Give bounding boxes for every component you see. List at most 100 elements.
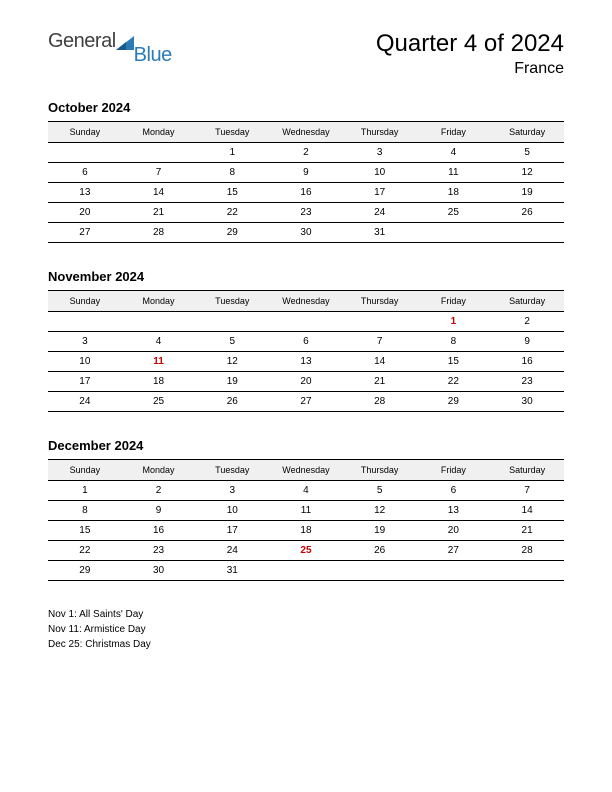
- calendar-cell: 29: [417, 392, 491, 412]
- calendar-cell: 15: [417, 352, 491, 372]
- day-header: Monday: [122, 122, 196, 143]
- calendar-cell: 2: [490, 312, 564, 332]
- logo: General Blue: [48, 30, 176, 53]
- day-header: Tuesday: [195, 460, 269, 481]
- calendar-cell: 24: [195, 541, 269, 561]
- day-header: Wednesday: [269, 460, 343, 481]
- day-header: Friday: [417, 291, 491, 312]
- month-block: December 2024SundayMondayTuesdayWednesda…: [48, 438, 564, 581]
- calendar-cell: 27: [269, 392, 343, 412]
- day-header: Tuesday: [195, 122, 269, 143]
- day-header: Monday: [122, 291, 196, 312]
- calendar-cell: 16: [490, 352, 564, 372]
- calendar-row: 12345: [48, 143, 564, 163]
- calendar-table: SundayMondayTuesdayWednesdayThursdayFrid…: [48, 459, 564, 581]
- calendar-cell: 27: [417, 541, 491, 561]
- calendar-cell: [122, 143, 196, 163]
- calendar-cell: 7: [490, 481, 564, 501]
- calendar-cell: 19: [343, 521, 417, 541]
- calendar-cell: 28: [122, 223, 196, 243]
- holiday-entry: Nov 11: Armistice Day: [48, 622, 564, 637]
- calendar-cell: 30: [122, 561, 196, 581]
- calendar-cell: 21: [490, 521, 564, 541]
- calendar-row: 15161718192021: [48, 521, 564, 541]
- calendar-row: 1234567: [48, 481, 564, 501]
- calendar-row: 12: [48, 312, 564, 332]
- calendar-cell: 19: [195, 372, 269, 392]
- calendar-cell: 5: [195, 332, 269, 352]
- calendar-cell: 2: [122, 481, 196, 501]
- calendar-row: 3456789: [48, 332, 564, 352]
- day-header: Thursday: [343, 291, 417, 312]
- calendar-row: 293031: [48, 561, 564, 581]
- calendar-cell: [343, 561, 417, 581]
- calendar-cell: 15: [48, 521, 122, 541]
- calendar-cell: [417, 223, 491, 243]
- calendar-cell: 23: [269, 203, 343, 223]
- calendar-cell: 8: [195, 163, 269, 183]
- calendar-cell: 29: [195, 223, 269, 243]
- calendar-cell: 1: [48, 481, 122, 501]
- calendar-cell: 31: [343, 223, 417, 243]
- calendar-cell: 18: [417, 183, 491, 203]
- calendar-cell: [490, 561, 564, 581]
- calendar-cell: 29: [48, 561, 122, 581]
- calendar-cell: 18: [269, 521, 343, 541]
- calendar-row: 6789101112: [48, 163, 564, 183]
- calendar-cell: 25: [269, 541, 343, 561]
- calendar-cell: 22: [48, 541, 122, 561]
- calendar-cell: 4: [417, 143, 491, 163]
- day-header: Wednesday: [269, 291, 343, 312]
- calendar-cell: [490, 223, 564, 243]
- calendar-cell: 25: [122, 392, 196, 412]
- calendar-cell: 20: [417, 521, 491, 541]
- calendar-cell: 10: [343, 163, 417, 183]
- calendar-cell: 11: [269, 501, 343, 521]
- calendar-cell: 9: [269, 163, 343, 183]
- day-header: Saturday: [490, 291, 564, 312]
- months-container: October 2024SundayMondayTuesdayWednesday…: [48, 100, 564, 581]
- calendar-cell: 22: [417, 372, 491, 392]
- calendar-cell: [195, 312, 269, 332]
- calendar-cell: 17: [195, 521, 269, 541]
- calendar-cell: 14: [122, 183, 196, 203]
- day-header: Sunday: [48, 460, 122, 481]
- calendar-cell: 26: [195, 392, 269, 412]
- logo-text-general: General: [48, 30, 116, 53]
- calendar-row: 20212223242526: [48, 203, 564, 223]
- day-header: Saturday: [490, 122, 564, 143]
- calendar-cell: 7: [122, 163, 196, 183]
- calendar-cell: 21: [122, 203, 196, 223]
- holiday-list: Nov 1: All Saints' DayNov 11: Armistice …: [48, 607, 564, 652]
- calendar-cell: 21: [343, 372, 417, 392]
- calendar-cell: 17: [343, 183, 417, 203]
- calendar-cell: 8: [417, 332, 491, 352]
- calendar-cell: 26: [343, 541, 417, 561]
- calendar-cell: [48, 312, 122, 332]
- day-header: Friday: [417, 122, 491, 143]
- title-block: Quarter 4 of 2024 France: [376, 30, 564, 78]
- calendar-cell: 28: [343, 392, 417, 412]
- calendar-cell: 10: [195, 501, 269, 521]
- calendar-cell: 8: [48, 501, 122, 521]
- calendar-cell: 23: [122, 541, 196, 561]
- calendar-cell: 27: [48, 223, 122, 243]
- calendar-row: 10111213141516: [48, 352, 564, 372]
- calendar-cell: 5: [343, 481, 417, 501]
- calendar-row: 13141516171819: [48, 183, 564, 203]
- day-header: Sunday: [48, 291, 122, 312]
- calendar-cell: [122, 312, 196, 332]
- calendar-cell: 12: [195, 352, 269, 372]
- calendar-cell: 6: [417, 481, 491, 501]
- month-title: November 2024: [48, 269, 564, 284]
- calendar-cell: 1: [417, 312, 491, 332]
- calendar-cell: 5: [490, 143, 564, 163]
- calendar-row: 2728293031: [48, 223, 564, 243]
- day-header: Thursday: [343, 460, 417, 481]
- calendar-cell: [269, 312, 343, 332]
- calendar-cell: 13: [417, 501, 491, 521]
- calendar-cell: [48, 143, 122, 163]
- calendar-cell: 22: [195, 203, 269, 223]
- calendar-cell: 11: [122, 352, 196, 372]
- calendar-cell: 20: [269, 372, 343, 392]
